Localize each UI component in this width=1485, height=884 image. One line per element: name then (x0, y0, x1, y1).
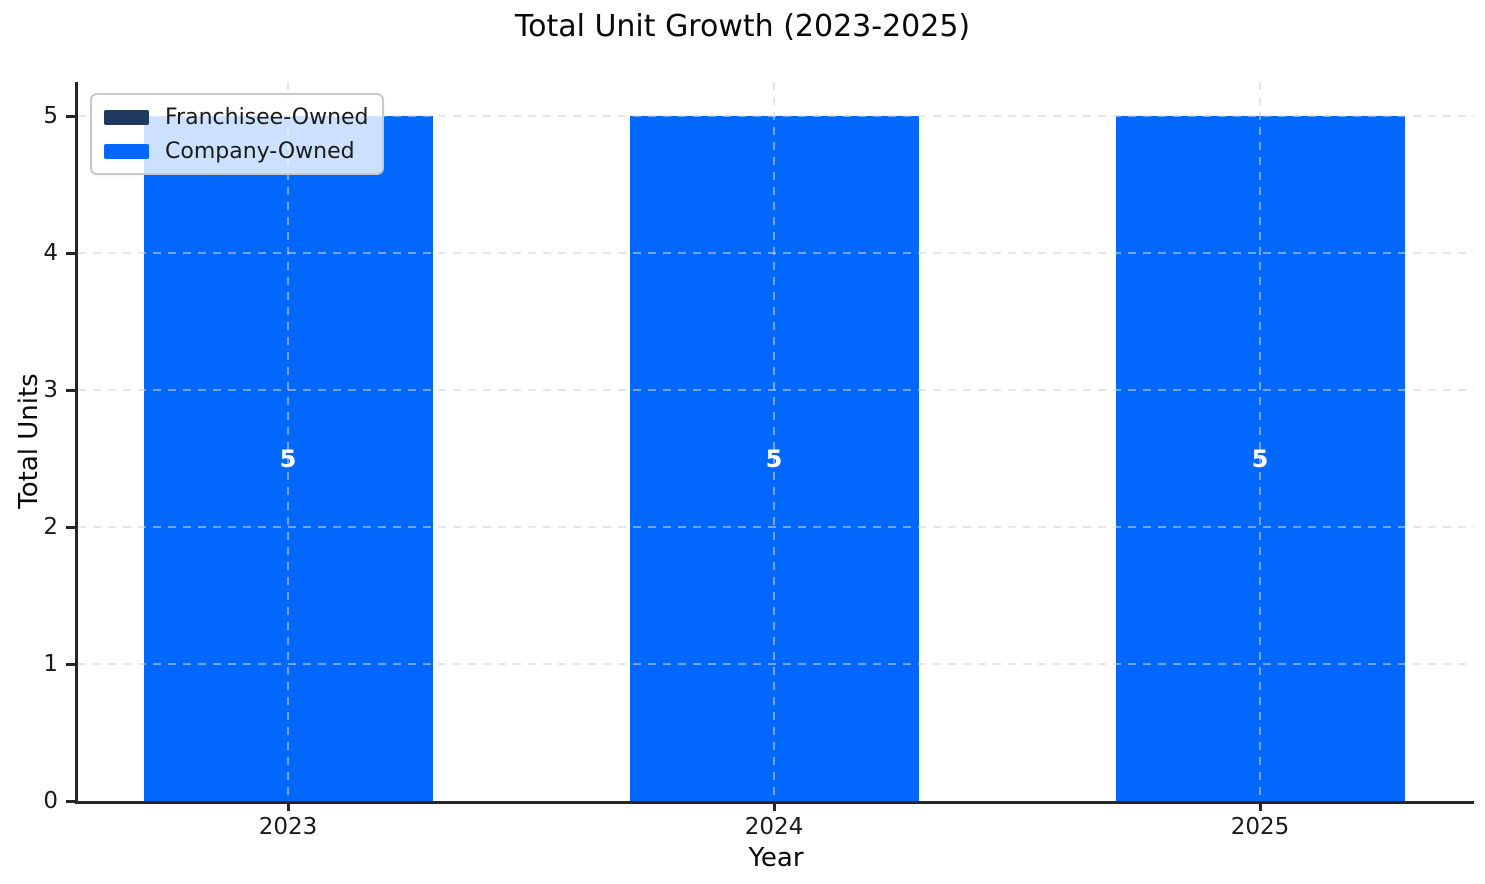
y-tick-label-4: 4 (43, 240, 58, 267)
y-tick-label-2: 2 (43, 514, 58, 541)
chart-title: Total Unit Growth (2023-2025) (514, 9, 971, 44)
y-tick-label-0: 0 (43, 788, 58, 814)
h-gridline-2 (78, 526, 1474, 529)
y-tick-mark-2 (66, 525, 75, 529)
legend-item-franchisee-owned: Franchisee-Owned (104, 103, 382, 131)
legend-swatch-franchisee-owned (104, 109, 149, 125)
x-tick-mark-2023 (286, 801, 290, 811)
y-tick-label-5: 5 (43, 103, 58, 130)
bar-value-label-2024: 5 (765, 444, 783, 473)
y-tick-label-3: 3 (43, 377, 58, 404)
y-tick-mark-5 (66, 114, 75, 118)
x-tick-label-2023: 2023 (258, 814, 318, 840)
v-gridline-2023 (287, 82, 289, 801)
x-tick-label-2024: 2024 (744, 814, 804, 840)
legend-label-company-owned: Company-Owned (165, 138, 355, 164)
bar-value-label-2025: 5 (1251, 444, 1269, 473)
grid-layer (78, 82, 1474, 801)
y-tick-mark-1 (66, 662, 75, 666)
x-axis-label: Year (748, 843, 804, 873)
h-gridline-1 (78, 663, 1474, 666)
plot-area: 0 1 2 3 4 5 2023 2024 2025 5 5 5 Franchisee-Owned … (14, 82, 1474, 873)
y-tick-mark-0 (66, 799, 75, 803)
y-tick-mark-4 (66, 251, 75, 255)
h-gridline-4 (78, 252, 1474, 255)
legend-item-company-owned: Company-Owned (104, 137, 382, 165)
h-gridline-3 (78, 389, 1474, 392)
x-tick-mark-2025 (1258, 801, 1262, 811)
y-tick-label-1: 1 (43, 651, 58, 678)
v-gridline-2024 (773, 82, 775, 801)
bar-value-label-2023: 5 (279, 444, 297, 473)
legend-swatch-company-owned (104, 143, 149, 159)
legend: Franchisee-Owned Company-Owned (90, 93, 384, 175)
h-gridline-5 (78, 115, 1474, 118)
y-axis-label: Total Units (14, 373, 44, 509)
y-tick-mark-3 (66, 388, 75, 392)
axis-layer: 0 1 2 3 4 5 2023 2024 2025 (43, 82, 1474, 840)
x-tick-label-2025: 2025 (1230, 814, 1290, 840)
x-tick-mark-2024 (772, 801, 776, 811)
legend-label-franchisee-owned: Franchisee-Owned (165, 104, 369, 130)
bar-labels-layer: 5 5 5 (78, 82, 1474, 801)
v-gridline-2025 (1259, 82, 1261, 801)
